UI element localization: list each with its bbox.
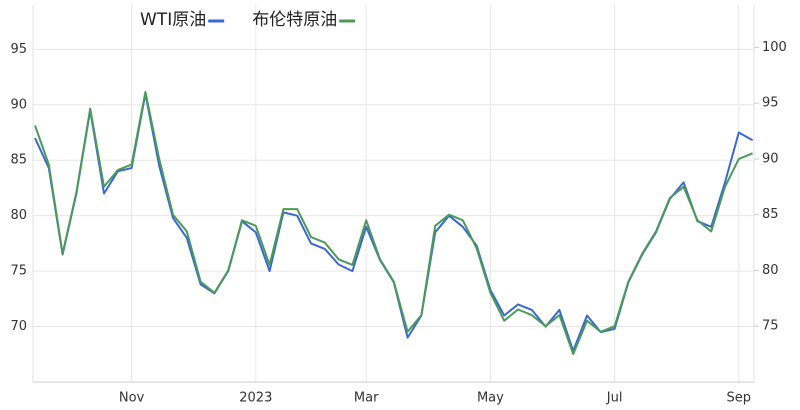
- y2-tick-label: 85: [762, 207, 779, 222]
- line-series: [34, 91, 753, 356]
- line-series: [34, 92, 754, 352]
- y-tick-label: 80: [10, 208, 27, 223]
- grid: [33, 5, 754, 382]
- legend-label: 布伦特原油: [252, 10, 337, 30]
- x-tick-label: Mar: [354, 391, 379, 406]
- legend-label: WTI原油: [140, 10, 206, 30]
- x-tick-label: 2023: [239, 391, 272, 406]
- y2-tick-label: 95: [762, 96, 779, 111]
- y2-tick-label: 100: [762, 40, 787, 55]
- y2-tick-label: 90: [762, 151, 779, 166]
- y-tick-label: 95: [10, 42, 27, 57]
- y-tick-label: 85: [10, 153, 27, 168]
- y2-tick-label: 80: [762, 263, 779, 278]
- legend: WTI原油 布伦特原油: [140, 10, 356, 30]
- y2-tick-label: 75: [762, 319, 779, 334]
- y-tick-label: 70: [10, 319, 27, 334]
- y-tick-label: 90: [10, 97, 27, 112]
- y-tick-label: 75: [10, 264, 27, 279]
- x-tick-label: Sep: [727, 391, 752, 406]
- x-tick-label: May: [477, 391, 504, 406]
- x-tick-label: Jul: [606, 391, 623, 406]
- x-tick-label: Nov: [119, 391, 145, 406]
